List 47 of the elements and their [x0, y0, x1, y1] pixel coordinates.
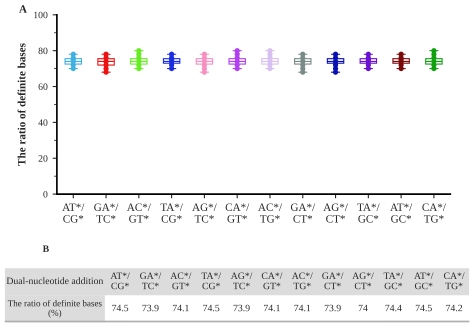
x-tick-label: GA*/ CT*	[290, 203, 316, 223]
category-label: CA*/ TG*	[444, 272, 465, 290]
x-tick-label: AT*/ GC*	[390, 204, 412, 223]
y-tick-label: 60	[38, 83, 48, 90]
data-label: 74.5	[203, 304, 220, 312]
category-label: AC*/ TG*	[292, 272, 313, 290]
category-label: AG*/ CT*	[352, 272, 374, 290]
x-tick-label: GA*/ TC*	[94, 203, 118, 223]
category-label: GA*/ TC*	[140, 272, 162, 290]
text: B	[42, 245, 49, 252]
y-tick-label: 20	[38, 155, 48, 162]
x-tick-label: TA*/ CG*	[160, 204, 183, 223]
data-label: 73.9	[234, 304, 250, 312]
category-label: AT*/ GC*	[414, 272, 434, 290]
x-tick-label: TA*/ GC*	[357, 204, 380, 223]
data-label: 74.4	[385, 304, 402, 312]
category-label: AG*/ TC*	[230, 272, 252, 290]
x-tick-label: CA*/ GT*	[226, 203, 250, 223]
text: The ratio of definite bases (%)	[8, 300, 102, 318]
chart-title: A	[19, 5, 27, 13]
x-tick-label: CA*/ TG*	[422, 203, 446, 223]
category-label: CA*/ GT*	[262, 272, 282, 290]
category-label: TA*/ CG*	[202, 272, 222, 290]
data-label: 74.5	[416, 304, 432, 312]
data-label: 74.1	[172, 304, 189, 312]
data-label: 74.2	[446, 304, 462, 312]
x-tick-label: AG*/ CT*	[323, 203, 348, 223]
category-label: AC*/ GT*	[170, 272, 192, 290]
y-tick-label: 0	[43, 191, 48, 198]
x-tick-label: AT*/ CG*	[62, 204, 84, 223]
data-label: 74	[358, 304, 368, 312]
data-label: 74.1	[294, 304, 310, 312]
text: Dual-nucleotide addition	[6, 277, 104, 284]
data-label: 73.9	[324, 304, 341, 312]
data-label: 74.5	[112, 304, 128, 312]
x-tick-label: AC*/ GT*	[126, 203, 151, 223]
x-tick-label: AG*/ TC*	[192, 203, 217, 223]
y-tick-label: 100	[34, 12, 48, 18]
category-label: GA*/ CT*	[322, 272, 344, 290]
y-tick-label: 80	[38, 48, 48, 54]
y-tick-label: 40	[38, 119, 48, 126]
y-axis-title: The ratio of definite bases	[18, 43, 26, 166]
data-label: 74.1	[264, 304, 280, 312]
category-label: TA*/ GC*	[384, 272, 404, 290]
data-label: 73.9	[142, 304, 159, 312]
category-label: AT*/ CG*	[110, 272, 130, 290]
x-tick-label: AC*/ TG*	[258, 203, 282, 223]
